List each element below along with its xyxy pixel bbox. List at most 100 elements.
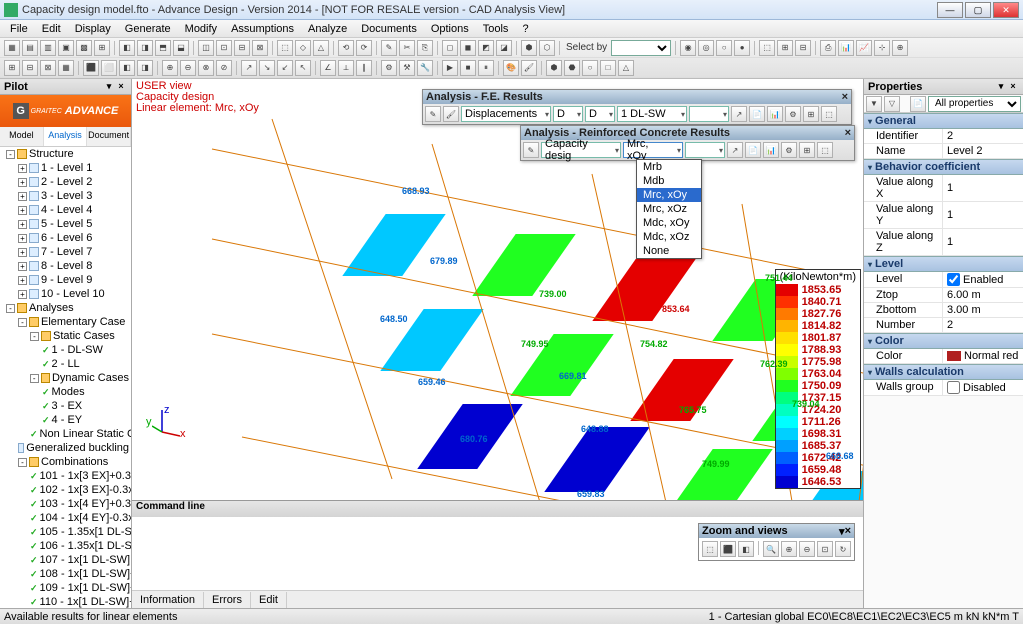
tb-icon[interactable]: ∥: [356, 60, 372, 76]
tb-icon[interactable]: ⏸: [478, 60, 494, 76]
prop-row[interactable]: NameLevel 2: [864, 144, 1023, 159]
tb-icon[interactable]: ⊞: [4, 60, 20, 76]
tb-icon[interactable]: ✎: [381, 40, 397, 56]
chart-icon[interactable]: 📊: [767, 106, 783, 122]
zoom-icon[interactable]: ⊕: [781, 541, 797, 557]
prop-section[interactable]: Walls calculation: [864, 364, 1023, 380]
tb-icon[interactable]: ▦: [4, 40, 20, 56]
prop-row[interactable]: Value along Y1: [864, 202, 1023, 229]
tb-icon[interactable]: ⊕: [162, 60, 178, 76]
brush-icon[interactable]: 🖌: [443, 106, 459, 122]
tb-icon[interactable]: □: [600, 60, 616, 76]
menu-edit[interactable]: Edit: [36, 22, 67, 36]
tree-item[interactable]: -Analyses: [0, 301, 131, 315]
menu-file[interactable]: File: [4, 22, 34, 36]
tb-icon[interactable]: ↘: [259, 60, 275, 76]
tb-icon[interactable]: ○: [582, 60, 598, 76]
tree-item[interactable]: +9 - Level 9: [0, 273, 131, 287]
tb-icon[interactable]: ◧: [119, 60, 135, 76]
pencil-icon[interactable]: ✎: [523, 142, 539, 158]
tb-icon[interactable]: ⊹: [874, 40, 890, 56]
tree-item[interactable]: +10 - Level 10: [0, 287, 131, 301]
tree-item[interactable]: +2 - Level 2: [0, 175, 131, 189]
funnel-icon[interactable]: ▽: [884, 96, 900, 112]
prop-row[interactable]: Identifier2: [864, 129, 1023, 144]
selectby-dropdown[interactable]: [611, 40, 671, 56]
tb-icon[interactable]: ▦: [58, 60, 74, 76]
cube-icon[interactable]: ◧: [738, 541, 754, 557]
tb-icon[interactable]: △: [313, 40, 329, 56]
tb-icon[interactable]: ⊡: [216, 40, 232, 56]
arrow-icon[interactable]: ↗: [731, 106, 747, 122]
rc-empty-combo[interactable]: [685, 142, 725, 158]
tree-item[interactable]: ✓104 - 1x[4 EY]-0.3x[3 EX]: [0, 511, 131, 525]
tree-item[interactable]: +4 - Level 4: [0, 203, 131, 217]
dropdown-option[interactable]: Mdc, xOz: [637, 230, 701, 244]
chart-icon[interactable]: 📊: [763, 142, 779, 158]
fe-d2-combo[interactable]: D: [585, 106, 615, 122]
prop-section[interactable]: Color: [864, 333, 1023, 349]
viewport-3d[interactable]: USER view Capacity design Linear element…: [132, 79, 863, 500]
properties-filter[interactable]: All properties: [928, 96, 1021, 112]
tree-item[interactable]: -Dynamic Cases: [0, 371, 131, 385]
dropdown-option[interactable]: Mrc, xOz: [637, 202, 701, 216]
tb-icon[interactable]: ◉: [680, 40, 696, 56]
tree-item[interactable]: +5 - Level 5: [0, 217, 131, 231]
tb-icon[interactable]: ⬜: [101, 60, 117, 76]
tb-icon[interactable]: ⬓: [173, 40, 189, 56]
zoom-icon[interactable]: ↻: [835, 541, 851, 557]
tool-icon[interactable]: ⊞: [799, 142, 815, 158]
tb-icon[interactable]: ⊟: [234, 40, 250, 56]
rc-capacity-combo[interactable]: Capacity desig: [541, 142, 621, 158]
tree-item[interactable]: ✓105 - 1.35x[1 DL-SW]: [0, 525, 131, 539]
close-icon[interactable]: ×: [842, 91, 848, 103]
fe-case-combo[interactable]: 1 DL-SW: [617, 106, 687, 122]
tb-icon[interactable]: ◧: [119, 40, 135, 56]
tb-icon[interactable]: ↗: [241, 60, 257, 76]
minimize-button[interactable]: —: [937, 2, 963, 18]
close-icon[interactable]: ×: [845, 127, 851, 139]
tb-icon[interactable]: ∠: [320, 60, 336, 76]
tb-icon[interactable]: ⎘: [417, 40, 433, 56]
tree-item[interactable]: ✓4 - EY: [0, 413, 131, 427]
arrow-icon[interactable]: ↗: [727, 142, 743, 158]
fe-empty-combo[interactable]: [689, 106, 729, 122]
tree-item[interactable]: Generalized buckling: [0, 441, 131, 455]
prop-row[interactable]: Ztop6.00 m: [864, 288, 1023, 303]
tb-icon[interactable]: ⊠: [40, 60, 56, 76]
tb-icon[interactable]: ↖: [295, 60, 311, 76]
tree-item[interactable]: +3 - Level 3: [0, 189, 131, 203]
pilot-tab-model[interactable]: Model: [0, 127, 44, 146]
tree-item[interactable]: ✓102 - 1x[3 EX]-0.3x[4 EY]: [0, 483, 131, 497]
menu-options[interactable]: Options: [425, 22, 475, 36]
tb-icon[interactable]: ▩: [76, 40, 92, 56]
close-icon[interactable]: ×: [1007, 81, 1019, 93]
tb-icon[interactable]: ⊠: [252, 40, 268, 56]
cube-icon[interactable]: ⬚: [702, 541, 718, 557]
tb-icon[interactable]: ⟂: [338, 60, 354, 76]
tb-icon[interactable]: ●: [734, 40, 750, 56]
tb-icon[interactable]: ◪: [496, 40, 512, 56]
tree-item[interactable]: ✓1 - DL-SW: [0, 343, 131, 357]
menu-documents[interactable]: Documents: [355, 22, 423, 36]
filter-icon[interactable]: 📄: [910, 96, 926, 112]
menu-?[interactable]: ?: [516, 22, 534, 36]
bottom-tab-errors[interactable]: Errors: [204, 592, 251, 608]
zoom-icon[interactable]: ⊖: [799, 541, 815, 557]
tb-icon[interactable]: ⬚: [277, 40, 293, 56]
tb-icon[interactable]: ⊞: [94, 40, 110, 56]
bottom-tab-edit[interactable]: Edit: [251, 592, 287, 608]
tree-item[interactable]: +6 - Level 6: [0, 231, 131, 245]
tree-item[interactable]: +7 - Level 7: [0, 245, 131, 259]
tb-icon[interactable]: ○: [716, 40, 732, 56]
tb-icon[interactable]: ◼: [460, 40, 476, 56]
tb-icon[interactable]: ⬢: [521, 40, 537, 56]
bottom-tab-information[interactable]: Information: [132, 592, 204, 608]
tree-item[interactable]: -Combinations: [0, 455, 131, 469]
tool-icon[interactable]: ⬚: [817, 142, 833, 158]
prop-row[interactable]: Walls groupDisabled: [864, 380, 1023, 396]
tb-icon[interactable]: ⬛: [83, 60, 99, 76]
tb-icon[interactable]: ⚒: [399, 60, 415, 76]
pin-icon[interactable]: ▾: [995, 81, 1007, 93]
tb-icon[interactable]: ⊞: [777, 40, 793, 56]
